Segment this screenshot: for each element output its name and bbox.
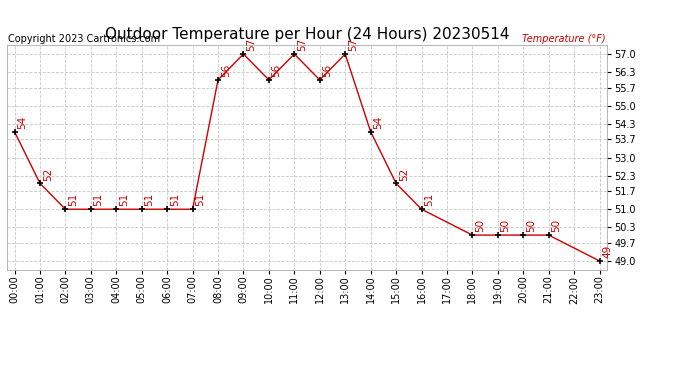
Text: 52: 52 (43, 167, 52, 181)
Text: 52: 52 (399, 167, 409, 181)
Text: Temperature (°F): Temperature (°F) (522, 34, 606, 44)
Text: Copyright 2023 Cartronics.com: Copyright 2023 Cartronics.com (8, 34, 160, 44)
Text: 51: 51 (68, 193, 78, 207)
Text: 57: 57 (348, 38, 358, 51)
Text: 57: 57 (297, 38, 307, 51)
Text: 50: 50 (475, 219, 485, 232)
Text: 51: 51 (195, 193, 206, 207)
Text: 51: 51 (424, 193, 434, 207)
Text: 50: 50 (501, 219, 511, 232)
Text: 49: 49 (602, 245, 612, 258)
Text: 56: 56 (221, 64, 230, 77)
Text: 56: 56 (322, 64, 333, 77)
Text: 51: 51 (119, 193, 129, 207)
Text: 51: 51 (94, 193, 104, 207)
Text: 51: 51 (144, 193, 155, 207)
Text: 54: 54 (373, 116, 384, 129)
Text: 56: 56 (272, 64, 282, 77)
Text: 50: 50 (551, 219, 562, 232)
Text: 57: 57 (246, 38, 256, 51)
Text: 54: 54 (17, 116, 28, 129)
Text: 50: 50 (526, 219, 536, 232)
Text: 51: 51 (170, 193, 180, 207)
Title: Outdoor Temperature per Hour (24 Hours) 20230514: Outdoor Temperature per Hour (24 Hours) … (105, 27, 509, 42)
